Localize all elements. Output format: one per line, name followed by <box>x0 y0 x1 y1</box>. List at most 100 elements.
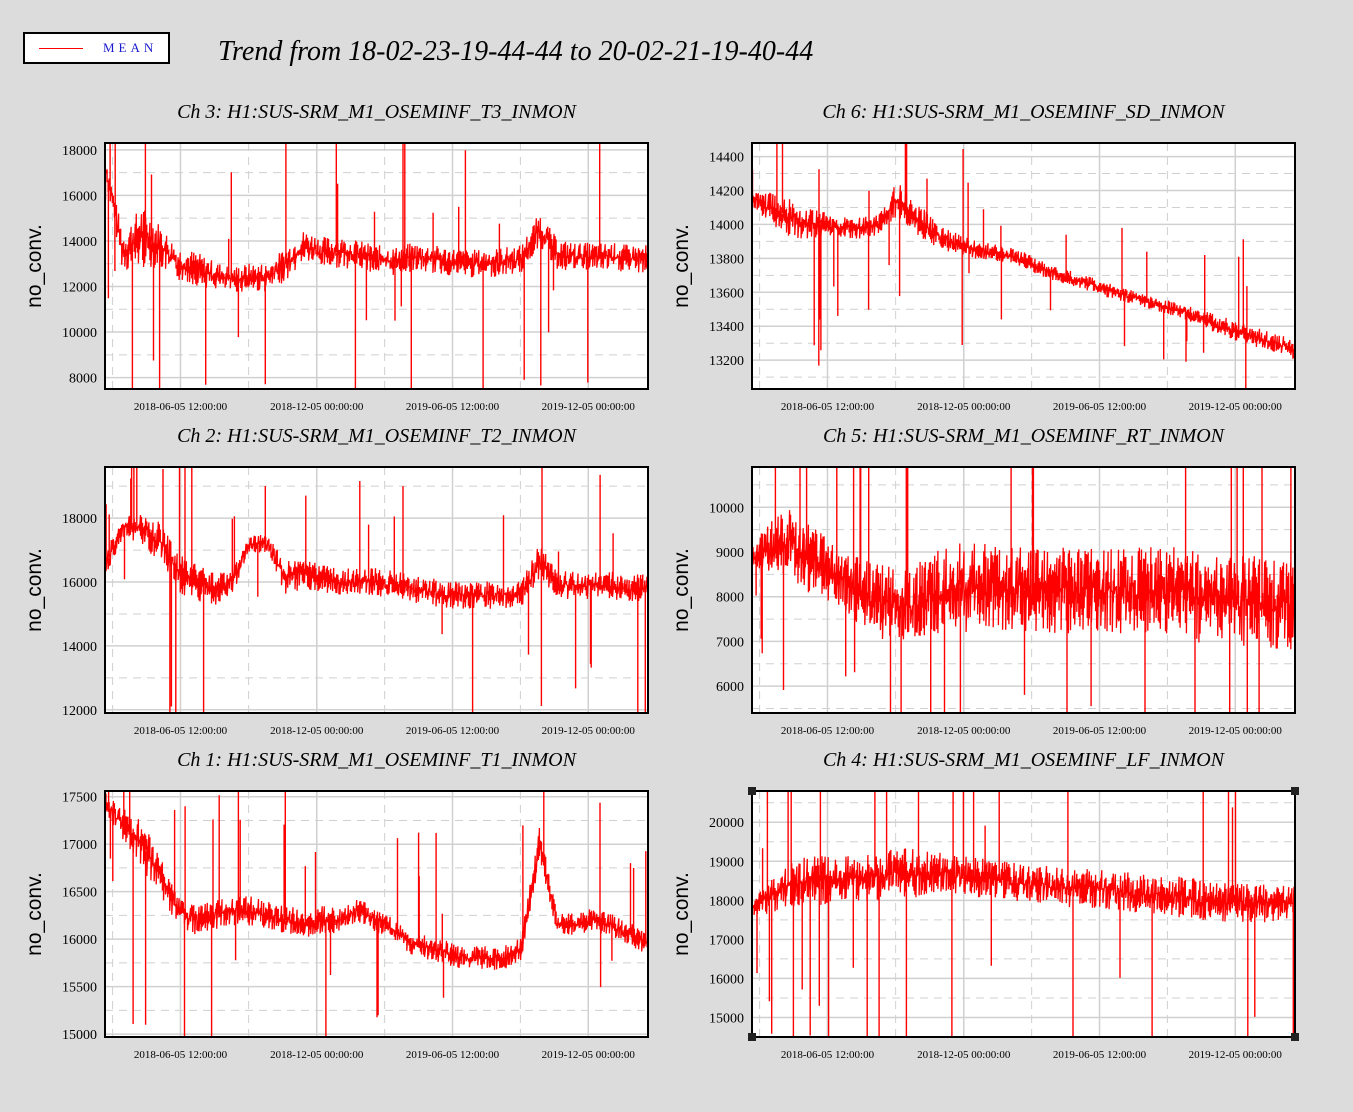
y-tick-label: 16000 <box>709 972 744 987</box>
grid <box>752 143 1295 389</box>
chart-title: Ch 1: H1:SUS-SRM_M1_OSEMINF_T1_INMON <box>177 749 578 771</box>
resize-handle[interactable] <box>748 787 756 795</box>
resize-handle[interactable] <box>748 1033 756 1041</box>
plot-frame <box>104 142 649 390</box>
series-mean <box>105 143 648 389</box>
y-tick-label: 10000 <box>62 326 97 341</box>
y-tick-label: 9000 <box>716 546 744 561</box>
series-mean <box>752 791 1295 1037</box>
y-tick-label: 6000 <box>716 680 744 695</box>
series-spikes <box>105 143 601 389</box>
x-tick-label: 2018-06-05 12:00:00 <box>134 725 228 737</box>
resize-handle[interactable] <box>1291 787 1299 795</box>
y-axis-label: no_conv. <box>670 548 693 632</box>
x-tick-label: 2019-12-05 00:00:00 <box>542 725 636 737</box>
x-tick-label: 2018-12-05 00:00:00 <box>270 1049 364 1061</box>
chart-title: Ch 2: H1:SUS-SRM_M1_OSEMINF_T2_INMON <box>177 425 578 447</box>
y-tick-label: 15000 <box>709 1011 744 1026</box>
legend: MEAN <box>23 32 170 64</box>
y-tick-label: 16000 <box>62 576 97 591</box>
series-spikes <box>755 467 1292 713</box>
chart-title: Ch 6: H1:SUS-SRM_M1_OSEMINF_SD_INMON <box>822 101 1226 123</box>
series-mean <box>105 791 648 1037</box>
y-tick-label: 19000 <box>709 855 744 870</box>
y-axis-label: no_conv. <box>23 548 46 632</box>
x-tick-label: 2018-12-05 00:00:00 <box>270 725 364 737</box>
y-tick-label: 14200 <box>709 185 744 200</box>
y-tick-label: 12000 <box>62 704 97 719</box>
x-tick-label: 2018-12-05 00:00:00 <box>917 725 1011 737</box>
x-tick-label: 2019-12-05 00:00:00 <box>1189 401 1283 413</box>
y-axis-label: no_conv. <box>670 872 693 956</box>
series-spikes <box>756 791 1294 1037</box>
y-tick-label: 15000 <box>62 1028 97 1043</box>
y-tick-label: 12000 <box>62 281 97 296</box>
y-tick-label: 16500 <box>62 886 97 901</box>
x-tick-label: 2019-12-05 00:00:00 <box>1189 1049 1283 1061</box>
series-line <box>752 510 1295 650</box>
series-line <box>105 514 648 609</box>
plot-frame <box>751 790 1296 1038</box>
y-tick-label: 14400 <box>709 151 744 166</box>
y-tick-label: 18000 <box>62 144 97 159</box>
x-tick-label: 2019-06-05 12:00:00 <box>406 1049 500 1061</box>
y-tick-label: 13600 <box>709 286 744 301</box>
grid <box>105 143 648 389</box>
chart-4: Ch 5: H1:SUS-SRM_M1_OSEMINF_RT_INMON no_c… <box>670 425 1296 737</box>
chart-3: Ch 2: H1:SUS-SRM_M1_OSEMINF_T2_INMON no_c… <box>23 425 649 737</box>
x-tick-label: 2019-06-05 12:00:00 <box>1053 1049 1147 1061</box>
y-tick-label: 14000 <box>62 235 97 250</box>
plot-area <box>105 467 648 713</box>
y-tick-label: 16000 <box>62 933 97 948</box>
x-tick-label: 2018-06-05 12:00:00 <box>781 401 875 413</box>
y-axis-label: no_conv. <box>23 224 46 308</box>
series-mean <box>752 467 1295 713</box>
x-tick-label: 2019-12-05 00:00:00 <box>1189 725 1283 737</box>
x-tick-label: 2019-06-05 12:00:00 <box>406 401 500 413</box>
legend-line-swatch <box>39 48 83 49</box>
plot-frame <box>751 466 1296 714</box>
x-tick-label: 2018-12-05 00:00:00 <box>917 401 1011 413</box>
y-tick-label: 18000 <box>62 512 97 527</box>
y-axis-label: no_conv. <box>23 872 46 956</box>
y-tick-label: 10000 <box>709 501 744 516</box>
x-tick-label: 2019-06-05 12:00:00 <box>1053 725 1147 737</box>
y-tick-label: 20000 <box>709 816 744 831</box>
series-line <box>105 160 648 292</box>
y-tick-label: 17000 <box>62 838 97 853</box>
y-tick-label: 17000 <box>709 933 744 948</box>
y-tick-label: 13800 <box>709 252 744 267</box>
y-tick-label: 14000 <box>62 640 97 655</box>
y-tick-label: 8000 <box>716 591 744 606</box>
plot-area <box>752 791 1295 1037</box>
x-tick-label: 2019-12-05 00:00:00 <box>542 401 636 413</box>
chart-title: Ch 4: H1:SUS-SRM_M1_OSEMINF_LF_INMON <box>823 749 1226 771</box>
chart-title: Ch 5: H1:SUS-SRM_M1_OSEMINF_RT_INMON <box>823 425 1226 447</box>
y-tick-label: 17500 <box>62 791 97 806</box>
plot-frame <box>104 790 649 1038</box>
y-tick-label: 8000 <box>69 372 97 387</box>
selection-handles <box>748 787 1299 1041</box>
x-tick-label: 2019-06-05 12:00:00 <box>406 725 500 737</box>
legend-label: MEAN <box>103 40 158 55</box>
y-tick-label: 15500 <box>62 981 97 996</box>
x-tick-label: 2018-06-05 12:00:00 <box>134 1049 228 1061</box>
page-title: Trend from 18-02-23-19-44-44 to 20-02-21… <box>218 36 814 67</box>
x-tick-label: 2019-12-05 00:00:00 <box>542 1049 636 1061</box>
series-spikes <box>105 467 646 713</box>
chart-2: Ch 6: H1:SUS-SRM_M1_OSEMINF_SD_INMON no_c… <box>670 101 1296 413</box>
y-tick-label: 13200 <box>709 354 744 369</box>
resize-handle[interactable] <box>1291 1033 1299 1041</box>
y-tick-label: 16000 <box>62 189 97 204</box>
y-tick-label: 18000 <box>709 894 744 909</box>
chart-title: Ch 3: H1:SUS-SRM_M1_OSEMINF_T3_INMON <box>177 101 578 123</box>
x-tick-label: 2018-12-05 00:00:00 <box>917 1049 1011 1061</box>
plot-frame <box>751 142 1296 390</box>
chart-1: Ch 3: H1:SUS-SRM_M1_OSEMINF_T3_INMON no_c… <box>23 101 649 413</box>
x-tick-label: 2019-06-05 12:00:00 <box>1053 401 1147 413</box>
y-tick-label: 14000 <box>709 218 744 233</box>
chart-6: Ch 4: H1:SUS-SRM_M1_OSEMINF_LF_INMON no_c… <box>670 749 1296 1061</box>
series-spikes <box>107 791 647 1037</box>
series-line <box>752 848 1295 923</box>
